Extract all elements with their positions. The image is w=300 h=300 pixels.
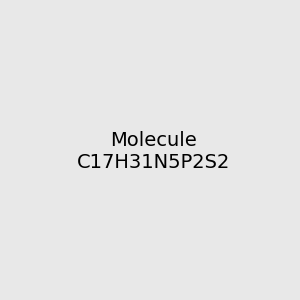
Text: Molecule
C17H31N5P2S2: Molecule C17H31N5P2S2 bbox=[77, 131, 230, 172]
